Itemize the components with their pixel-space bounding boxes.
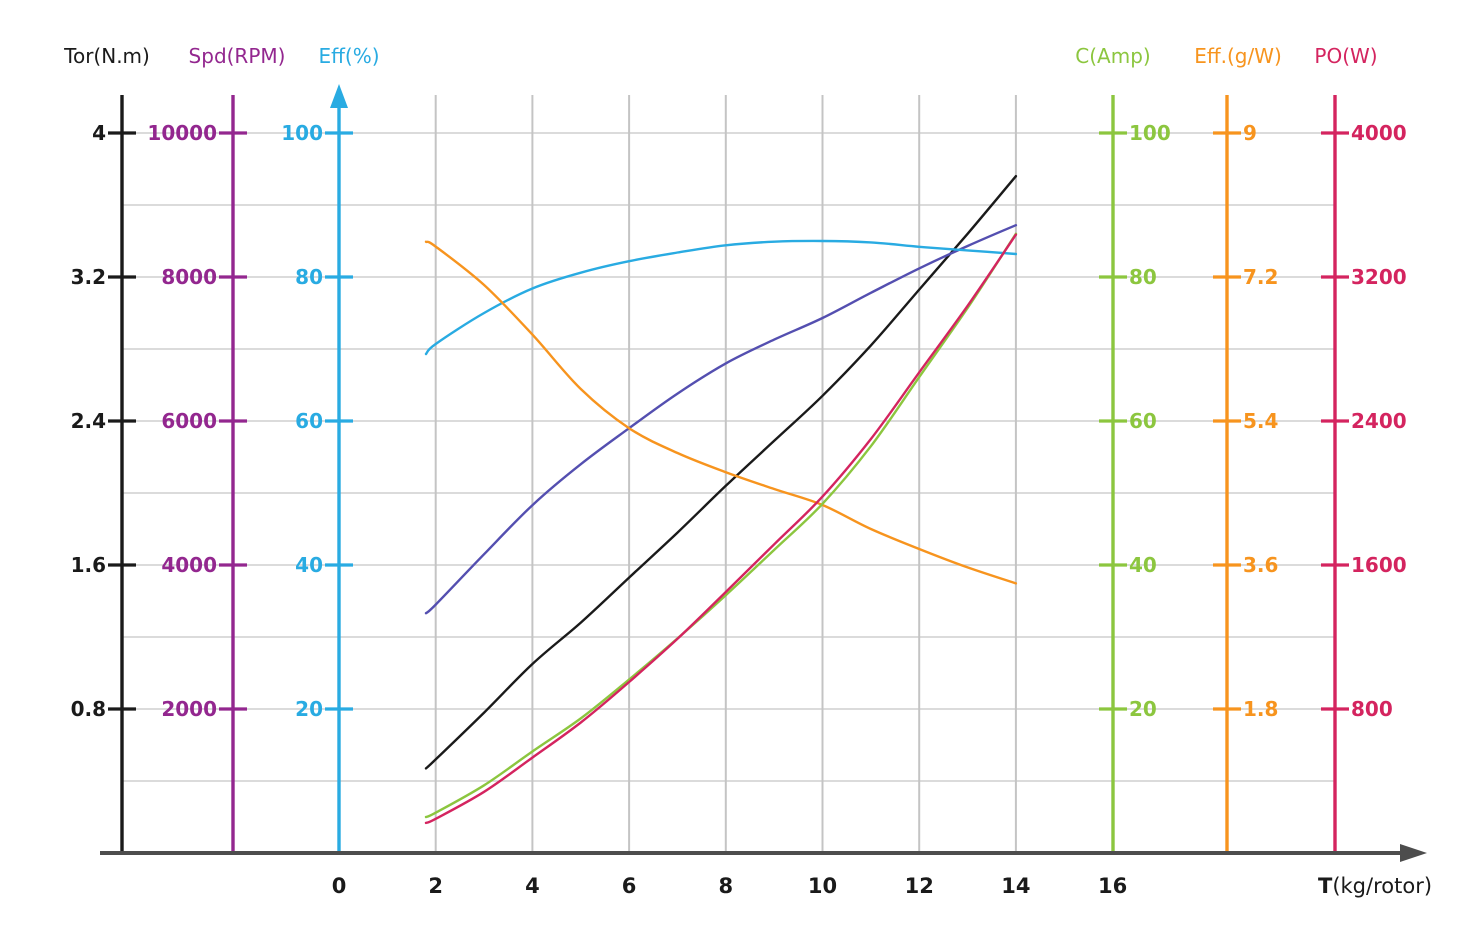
tick-label-spd: 4000	[161, 553, 217, 577]
curve-tor	[424, 175, 1018, 770]
y-axis-spd: 10000 8000 6000 4000 2000 Spd(RPM)	[147, 44, 285, 853]
y-axis-tor: 4 3.2 2.4 1.6 0.8 Tor(N.m)	[63, 44, 150, 853]
tick-label-eff: 40	[295, 553, 323, 577]
x-tick-label: 14	[1001, 874, 1030, 898]
tick-label-c: 20	[1129, 697, 1157, 721]
curves	[424, 175, 1018, 825]
x-tick-label: 8	[718, 874, 733, 898]
tick-label-c: 80	[1129, 265, 1157, 289]
tick-label-tor: 1.6	[71, 553, 106, 577]
tick-label-eff: 80	[295, 265, 323, 289]
y-axis-po: 4000 3200 2400 1600 800 PO(W)	[1314, 44, 1407, 853]
y-axis-gw: 9 7.2 5.4 3.6 1.8 Eff.(g/W)	[1194, 44, 1282, 853]
x-tick-label: 16	[1098, 874, 1127, 898]
curve-gw	[424, 240, 1018, 585]
tick-label-po: 800	[1351, 697, 1393, 721]
axis-title-eff: Eff(%)	[318, 44, 379, 68]
tick-label-gw: 9	[1243, 121, 1257, 145]
axis-arrow-right-icon	[1400, 844, 1427, 862]
tick-label-c: 40	[1129, 553, 1157, 577]
axis-title-tor: Tor(N.m)	[63, 44, 150, 68]
curve-spd	[424, 224, 1018, 615]
x-tick-label: 12	[905, 874, 934, 898]
x-tick-label: 0	[332, 874, 347, 898]
tick-label-tor: 2.4	[71, 409, 106, 433]
axis-arrow-up-icon	[330, 84, 348, 108]
x-axis: 0 2 4 6 8 10 12 14 16 T(kg/rotor)	[100, 844, 1432, 898]
tick-label-tor: 3.2	[71, 265, 106, 289]
curve-eff	[424, 239, 1018, 356]
axis-title-po: PO(W)	[1314, 44, 1377, 68]
tick-label-gw: 3.6	[1243, 553, 1278, 577]
tick-label-c: 100	[1129, 121, 1171, 145]
tick-label-spd: 6000	[161, 409, 217, 433]
x-tick-label: 10	[808, 874, 837, 898]
tick-label-po: 2400	[1351, 409, 1407, 433]
axis-title-gw: Eff.(g/W)	[1194, 44, 1282, 68]
tick-label-tor: 0.8	[71, 697, 106, 721]
curve-po	[424, 233, 1018, 825]
tick-label-eff: 100	[281, 121, 323, 145]
x-tick-label: 6	[622, 874, 637, 898]
y-axis-eff: 100 80 60 40 20 Eff(%)	[281, 44, 380, 853]
tick-label-spd: 2000	[161, 697, 217, 721]
tick-label-eff: 60	[295, 409, 323, 433]
axis-title-spd: Spd(RPM)	[189, 44, 286, 68]
tick-label-gw: 1.8	[1243, 697, 1278, 721]
tick-label-c: 60	[1129, 409, 1157, 433]
tick-label-po: 1600	[1351, 553, 1407, 577]
tick-label-spd: 8000	[161, 265, 217, 289]
x-axis-title: T(kg/rotor)	[1318, 874, 1432, 898]
y-axis-c: 100 80 60 40 20 C(Amp)	[1075, 44, 1171, 853]
tick-label-po: 3200	[1351, 265, 1407, 289]
tick-label-tor: 4	[92, 121, 106, 145]
tick-label-gw: 5.4	[1243, 409, 1278, 433]
x-tick-label: 4	[525, 874, 540, 898]
tick-label-spd: 10000	[147, 121, 217, 145]
tick-label-gw: 7.2	[1243, 265, 1278, 289]
x-tick-label: 2	[428, 874, 443, 898]
curve-c	[424, 232, 1018, 819]
tick-label-po: 4000	[1351, 121, 1407, 145]
axis-title-c: C(Amp)	[1075, 44, 1150, 68]
tick-label-eff: 20	[295, 697, 323, 721]
